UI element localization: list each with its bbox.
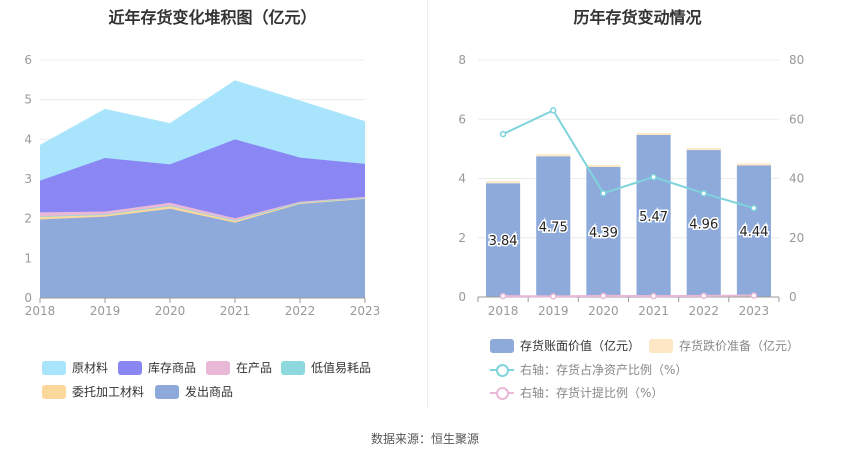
y-tick-label: 2 (24, 212, 32, 226)
line-point (650, 292, 657, 300)
legend-swatch (42, 384, 66, 399)
legend-label: 发出商品 (185, 385, 234, 399)
line-point (700, 190, 707, 197)
legend-item-raw-material[interactable]: 原材料 (42, 359, 108, 376)
y-tick-label: 4 (24, 132, 32, 146)
legend-swatch (155, 384, 179, 399)
legend-item-goods-shipped[interactable]: 发出商品 (155, 383, 233, 400)
bar-book-value (636, 134, 671, 297)
legend-item-inventory-ratio[interactable]: 右轴：存货占净资产比例（%） (490, 361, 687, 378)
legend-item-provision-ratio[interactable]: 右轴：存货计提比例（%） (490, 384, 663, 401)
x-tick-label: 2019 (538, 304, 569, 318)
legend-swatch (490, 338, 514, 353)
x-tick-label: 2023 (350, 304, 381, 318)
legend-item-wip[interactable]: 在产品 (206, 359, 272, 376)
legend-swatch (42, 360, 66, 375)
legend-swatch (281, 360, 305, 375)
line-point (750, 292, 758, 299)
bar-data-label: 4.75 (539, 221, 568, 236)
area-edge-原材料 (39, 80, 366, 147)
y-right-tick-label: 0 (789, 290, 797, 304)
x-tick-label: 2020 (155, 304, 186, 318)
y-left-tick-label: 0 (458, 290, 466, 304)
legend-label: 原材料 (72, 361, 109, 375)
legend-swatch (649, 338, 673, 353)
right-chart-title: 历年存货变动情况 (573, 8, 702, 27)
legend-label: 委托加工材料 (72, 385, 145, 399)
x-tick-label: 2018 (25, 304, 56, 318)
y-left-tick-label: 2 (458, 231, 466, 245)
x-tick-label: 2018 (488, 304, 519, 318)
bar-impairment (586, 164, 621, 167)
x-tick-label: 2021 (638, 304, 669, 318)
line-point (600, 190, 607, 197)
legend-item-book-value[interactable]: 存货账面价值（亿元） (490, 337, 640, 354)
bar-impairment (486, 181, 521, 184)
y-tick-label: 3 (24, 172, 32, 186)
legend-line-marker (490, 386, 514, 400)
line-右轴：存货计提比例（%） (503, 294, 754, 298)
bar-book-value (686, 150, 721, 297)
line-右轴：存货占净资产比例（%） (502, 109, 755, 210)
x-tick-label: 2019 (90, 304, 121, 318)
x-tick-label: 2022 (688, 304, 719, 318)
bar-data-label: 3.84 (489, 234, 518, 249)
bar-data-label: 4.96 (689, 218, 718, 233)
bar-book-value (736, 165, 771, 297)
y-tick-label: 0 (24, 291, 32, 305)
panel-divider (427, 0, 428, 408)
y-right-tick-label: 20 (789, 231, 804, 245)
x-tick-label: 2021 (220, 304, 251, 318)
line-point (600, 292, 607, 300)
bar-impairment (736, 163, 771, 166)
y-left-tick-label: 8 (458, 53, 466, 67)
legend-item-consigned-materials[interactable]: 委托加工材料 (42, 383, 144, 400)
y-tick-label: 5 (24, 93, 32, 107)
x-tick-label: 2023 (739, 304, 770, 318)
legend-label: 在产品 (236, 361, 273, 375)
x-tick-label: 2022 (285, 304, 316, 318)
legend-item-finished-goods[interactable]: 库存商品 (118, 359, 196, 376)
legend-label: 低值易耗品 (311, 361, 372, 375)
bar-data-label: 4.39 (589, 226, 618, 241)
y-right-tick-label: 40 (789, 172, 804, 186)
legend-item-low-value-consumables[interactable]: 低值易耗品 (281, 359, 371, 376)
legend-label: 右轴：存货占净资产比例（%） (520, 363, 688, 377)
line-point (650, 173, 657, 181)
legend-item-impairment[interactable]: 存货跌价准备（亿元） (649, 337, 799, 354)
x-tick-label: 2020 (588, 304, 619, 318)
y-right-tick-label: 60 (789, 112, 804, 126)
bar-impairment (686, 148, 721, 151)
legend-label: 存货账面价值（亿元） (520, 339, 641, 353)
legend-label: 右轴：存货计提比例（%） (520, 386, 664, 400)
line-point (499, 292, 507, 300)
y-left-tick-label: 6 (458, 112, 466, 126)
left-chart-title: 近年存货变化堆积图（亿元） (108, 8, 317, 27)
line-point (550, 107, 557, 114)
area-发出商品 (40, 198, 365, 298)
y-right-tick-label: 80 (789, 53, 804, 67)
y-left-tick-label: 4 (458, 172, 466, 186)
line-point (499, 130, 507, 138)
legend-swatch (118, 360, 142, 375)
bar-book-value (536, 156, 571, 297)
legend-label: 存货跌价准备（亿元） (679, 339, 800, 353)
bar-data-label: 4.44 (739, 225, 768, 240)
legend-label: 库存商品 (148, 361, 197, 375)
legend-swatch (206, 360, 230, 375)
line-point (550, 293, 557, 300)
line-point (700, 292, 707, 300)
bar-book-value (486, 183, 521, 297)
bar-data-label: 5.47 (639, 210, 668, 225)
bar-impairment (536, 154, 571, 157)
bar-impairment (636, 132, 671, 135)
data-source: 数据来源：恒生聚源 (370, 432, 479, 446)
y-tick-label: 1 (24, 251, 32, 265)
legend-line-marker (490, 363, 514, 377)
area-库存商品 (40, 139, 365, 219)
area-原材料 (40, 81, 365, 181)
line-point (750, 204, 758, 212)
y-tick-label: 6 (24, 53, 32, 67)
